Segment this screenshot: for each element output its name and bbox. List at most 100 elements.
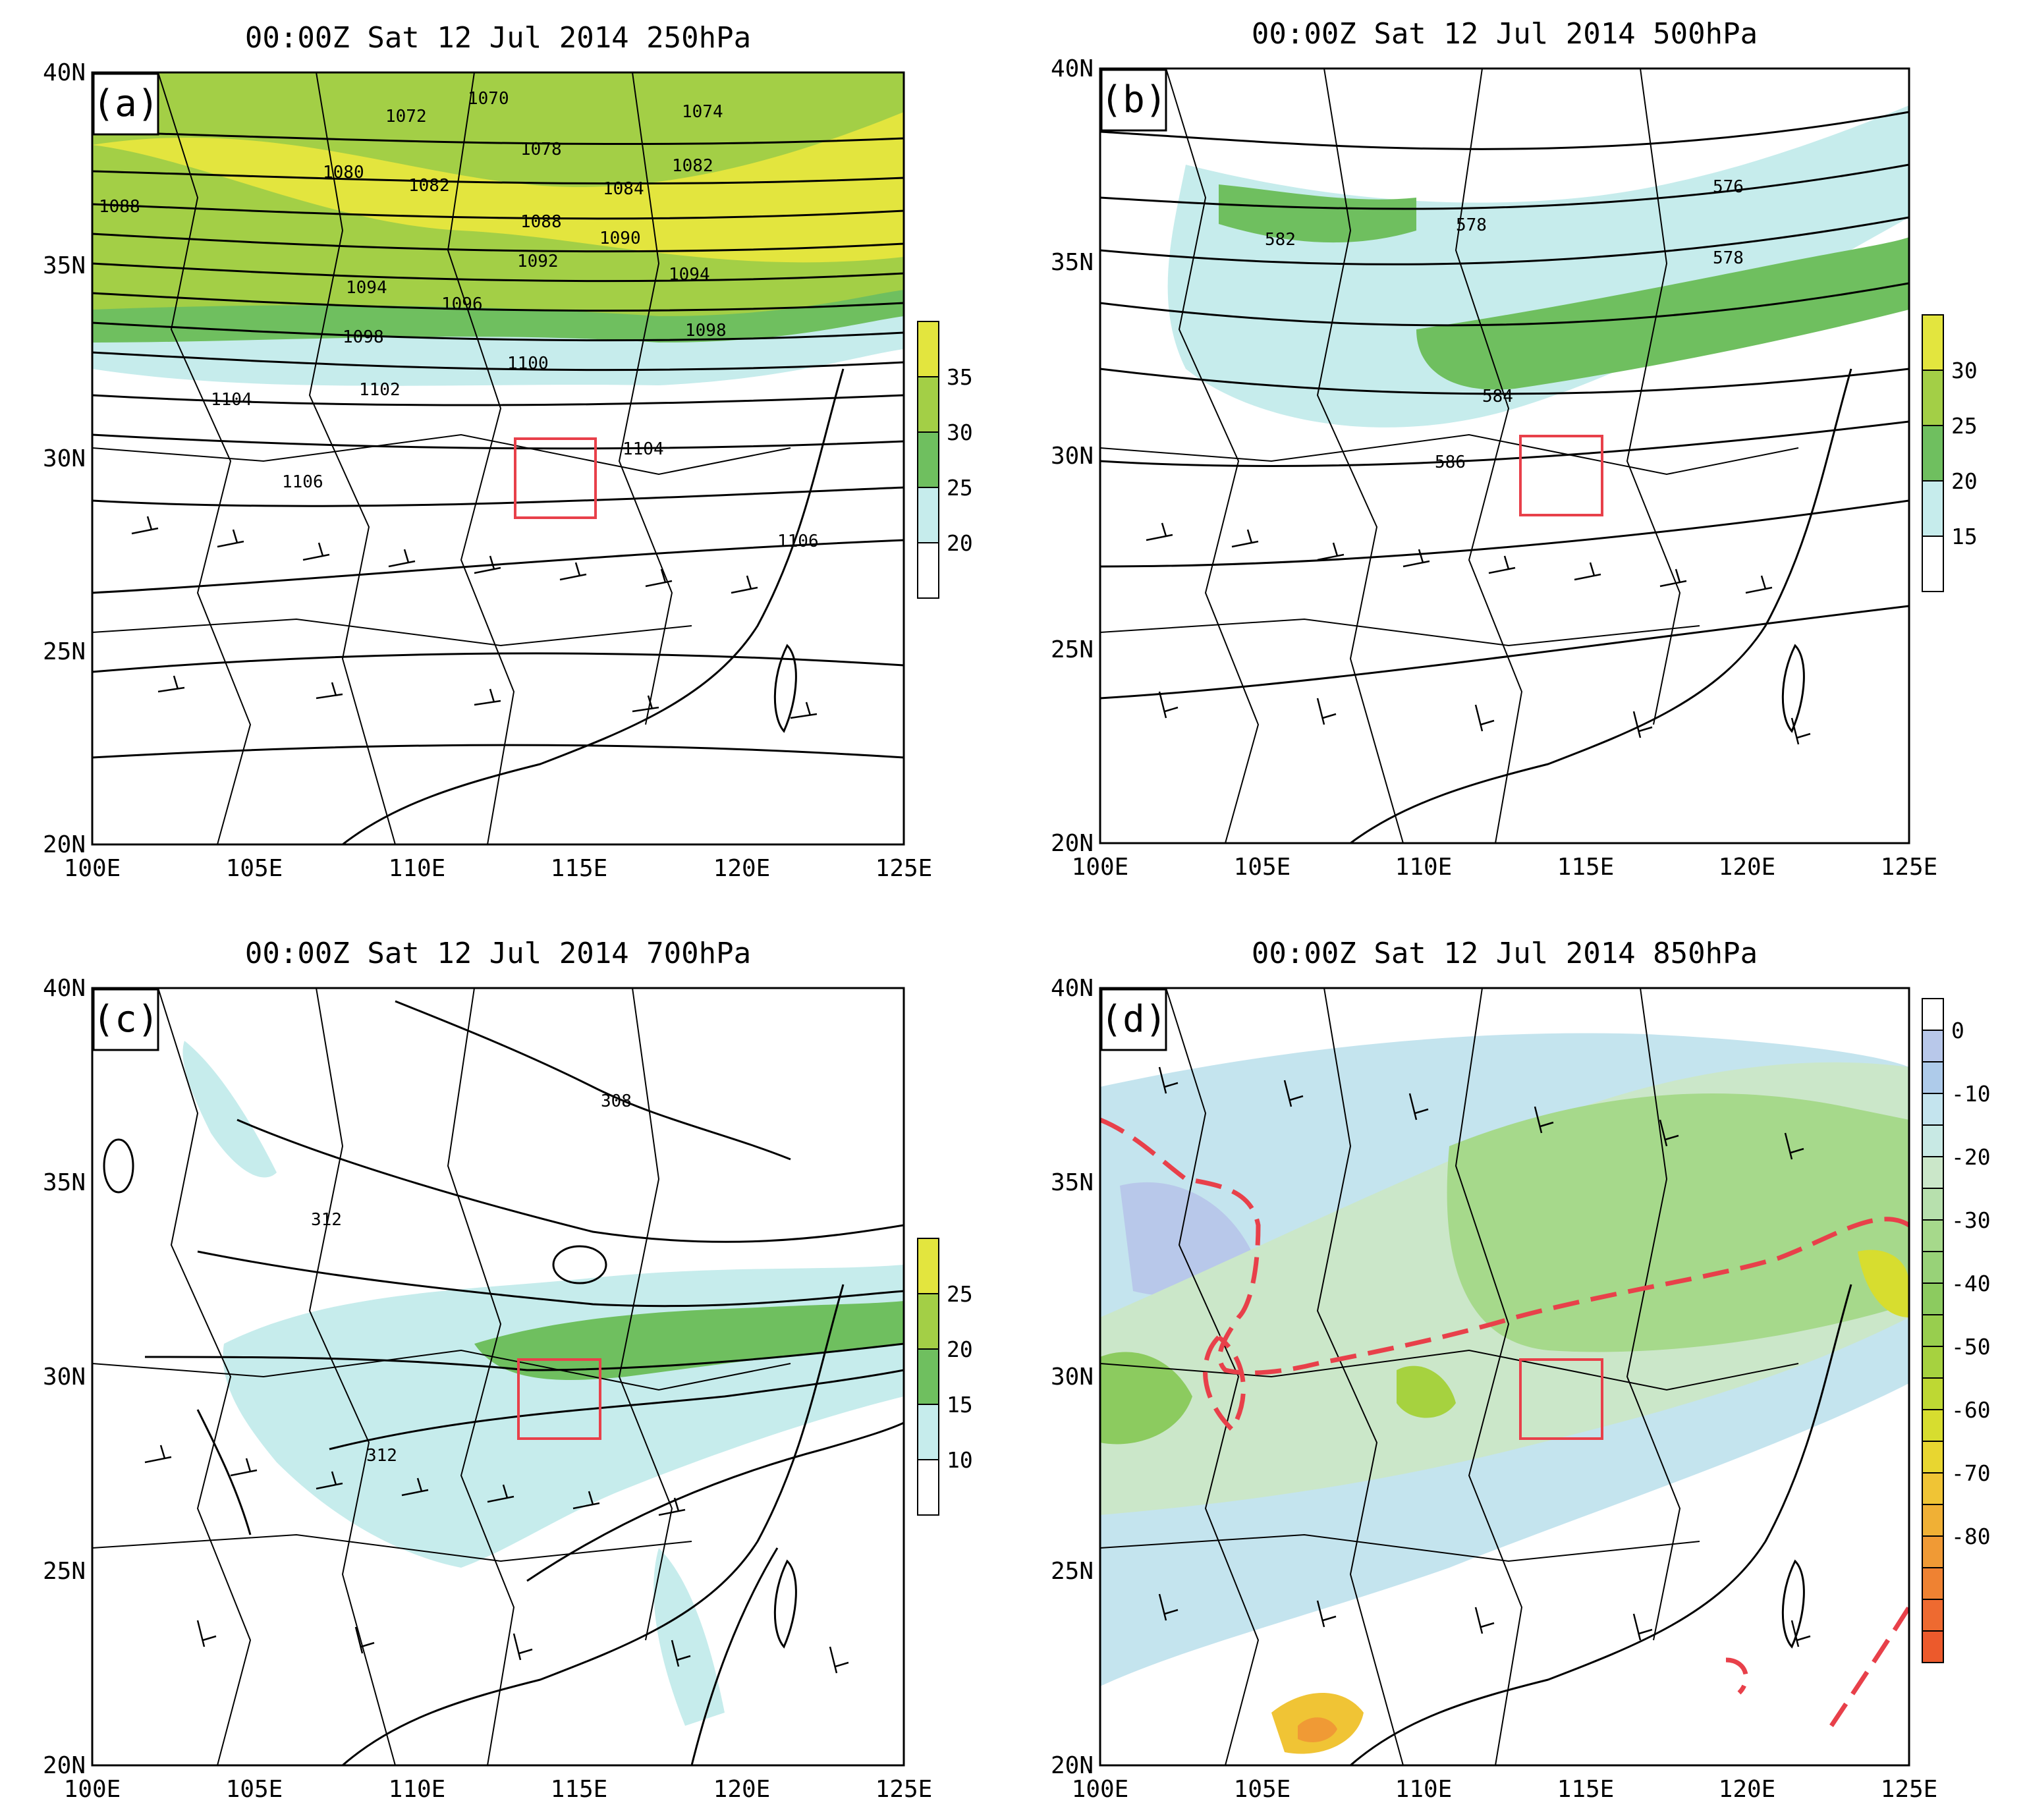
shade-band-15 [1167, 105, 1909, 427]
label-text: 100E [64, 855, 121, 882]
panel-d: 00:00Z Sat 12 Jul 2014 850hPa [1051, 937, 1991, 1803]
coastline [342, 368, 845, 844]
map-line [92, 1349, 791, 1391]
panel-a-title: 00:00Z Sat 12 Jul 2014 250hPa [245, 21, 751, 55]
map-line [92, 292, 904, 312]
map-line [645, 568, 673, 588]
map-rect [1922, 1124, 1944, 1157]
shade-band-10c [653, 1548, 725, 1726]
panel-b-x-ticks: 100E 105E 110E 115E 120E 125E [1072, 854, 1938, 881]
label-text: -10 [1951, 1081, 1991, 1107]
map-line [474, 555, 501, 574]
map-line [474, 688, 501, 706]
label-text: 308 [601, 1091, 632, 1111]
label-text: 100E [1072, 854, 1129, 881]
map-rect [917, 1293, 939, 1350]
map-rect [917, 376, 939, 433]
map-line [1100, 1349, 1799, 1391]
map-line [1316, 988, 1404, 1765]
map-line [1203, 1335, 1246, 1433]
map-line [1100, 163, 1909, 210]
label-text: 1106 [777, 532, 819, 551]
panel-b-frame [1099, 67, 1910, 844]
study-area-box [514, 437, 597, 519]
map-rect [1922, 314, 1944, 371]
map-line [618, 72, 673, 725]
panel-d-letter: (d) [1100, 998, 1167, 1041]
map-line [92, 321, 904, 342]
label-text: 35N [43, 1169, 86, 1196]
label-text: 100E [1072, 1776, 1129, 1803]
label-text: 1082 [408, 176, 450, 196]
map-line [92, 351, 904, 372]
map-line [92, 130, 904, 146]
map-line [1100, 1117, 1909, 1375]
study-area-box [1519, 435, 1603, 516]
map-line [829, 1646, 849, 1674]
label-text: 30N [43, 1364, 86, 1391]
map-line [316, 1471, 343, 1490]
map-rect [1922, 480, 1944, 537]
panel-c-y-ticks: 40N 35N 30N 25N 20N [43, 975, 86, 1779]
label-text: 110E [389, 855, 446, 882]
map-line [388, 549, 416, 568]
map-line [1100, 499, 1909, 568]
shade-yellow-green [1397, 1365, 1456, 1418]
map-line [1784, 1132, 1804, 1160]
panel-d-title: 00:00Z Sat 12 Jul 2014 850hPa [1252, 937, 1758, 970]
map-line [1165, 69, 1260, 843]
label-text: 120E [713, 1776, 771, 1803]
map-rect [1922, 1251, 1944, 1284]
label-text: 1094 [669, 265, 710, 285]
province-borders [1100, 988, 1852, 1765]
map-rect [1922, 1219, 1944, 1252]
map-line [1100, 111, 1909, 150]
map-line [329, 1369, 904, 1450]
map-rect [917, 1459, 939, 1516]
label-text: 40N [1051, 975, 1094, 1002]
map-line [217, 529, 244, 548]
coastline [1350, 1284, 1852, 1765]
map-line [92, 618, 692, 647]
panel-d-letter-box [1100, 988, 1167, 1051]
label-text: 576 [1713, 177, 1744, 197]
map-line [197, 1250, 904, 1308]
label-text: 35N [43, 252, 86, 279]
map-line [1165, 988, 1260, 1765]
map-line [144, 1342, 904, 1371]
map-line [1100, 216, 1909, 265]
map-line [1626, 69, 1681, 725]
map-line [1791, 1620, 1811, 1647]
map-line [302, 542, 330, 561]
map-rect [1922, 1156, 1944, 1189]
shade-green-2 [1100, 1352, 1192, 1445]
label-text: 25N [1051, 1558, 1094, 1585]
panel-d-y-ticks: 40N 35N 30N 25N 20N [1051, 975, 1094, 1779]
label-text: 1082 [672, 156, 713, 176]
map-line [92, 203, 904, 220]
map-rect [1922, 536, 1944, 592]
map-line [131, 516, 159, 535]
panel-b-y-ticks: 40N 35N 30N 25N 20N [1051, 55, 1094, 857]
label-text: 25 [1951, 413, 1978, 439]
panel-c-letter-box [92, 988, 159, 1051]
shade-band-10b [182, 1041, 277, 1178]
map-line [1455, 69, 1523, 843]
map-line [447, 72, 515, 844]
taiwan [1781, 1559, 1805, 1649]
label-text: 586 [1435, 453, 1466, 472]
map-line [144, 1445, 172, 1464]
map-line [671, 1640, 691, 1667]
label-text: 20 [947, 1337, 973, 1362]
label-text: 312 [366, 1446, 397, 1466]
label-text: 20N [43, 831, 86, 858]
label-text: 1096 [441, 294, 483, 314]
province-borders [92, 72, 845, 844]
panel-a-letter: (a) [92, 82, 159, 125]
label-text: 25N [1051, 636, 1094, 663]
map-line [92, 1533, 692, 1562]
map-line [1632, 1613, 1653, 1641]
map-rect [1922, 1630, 1944, 1663]
label-text: 1098 [343, 327, 384, 347]
shade-green [1447, 1093, 1909, 1352]
